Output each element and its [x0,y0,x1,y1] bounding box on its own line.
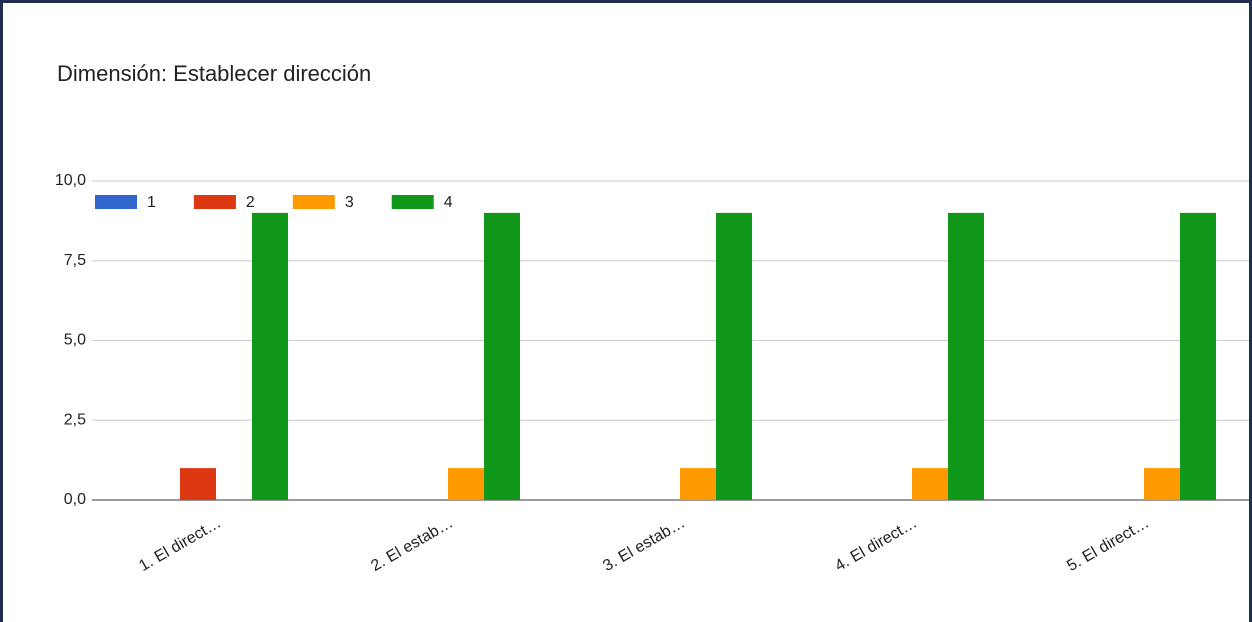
x-tick-label: 5. El direct… [1064,514,1152,575]
x-tick-label: 3. El estab… [600,514,688,575]
chart: Dimensión: Establecer dirección 0,0 2,5 5,… [55,61,1249,575]
bar [1180,212,1216,500]
y-tick-label: 7,5 [64,252,86,269]
legend-swatch [391,195,434,209]
legend-label: 2 [246,194,255,211]
bar [716,212,752,500]
legend-label: 4 [444,194,453,211]
bar [448,468,484,500]
legend-swatch [95,195,137,209]
bar [948,212,984,500]
x-tick-label: 1. El direct… [136,514,224,575]
y-tick-label: 5,0 [64,332,86,349]
bar [1144,468,1180,500]
chart-title: Dimensión: Establecer dirección [57,61,371,86]
x-tick-label: 2. El estab… [368,514,456,575]
bar [484,212,520,500]
y-tick-label: 10,0 [55,172,86,189]
bar [912,468,948,500]
legend-label: 3 [345,194,354,211]
bar [180,468,216,500]
bar [252,212,288,500]
y-tick-label: 2,5 [64,411,86,428]
legend-swatch [193,195,236,209]
y-tick-label: 0,0 [64,491,86,508]
legend-label: 1 [147,194,156,211]
legend-swatch [292,195,335,209]
bar [680,468,716,500]
x-tick-label: 4. El direct… [832,514,920,575]
